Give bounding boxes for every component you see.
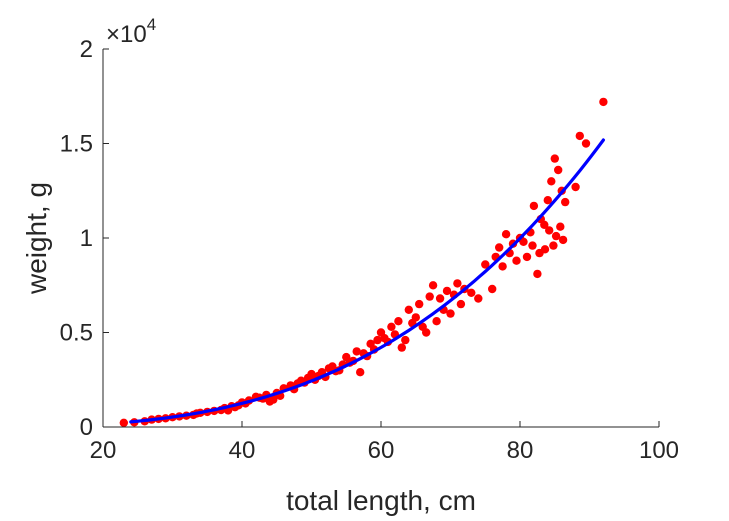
data-point [352, 347, 361, 356]
data-point [446, 309, 455, 318]
data-point [498, 262, 507, 271]
x-tick-label: 80 [507, 437, 534, 464]
data-point [435, 294, 445, 303]
plot-area [119, 97, 608, 427]
y-exponent-base: ×10 [106, 21, 147, 48]
data-point [442, 286, 452, 296]
data-point [528, 241, 537, 250]
data-point [550, 154, 559, 163]
x-tick-label: 20 [90, 437, 117, 464]
x-axis-ticks: 20 40 60 80 100 [90, 421, 679, 464]
fit-series [129, 138, 605, 424]
y-tick-label: 1 [80, 225, 93, 252]
y-tick-label: 0.5 [60, 320, 93, 347]
data-point [397, 343, 406, 352]
data-point [599, 97, 608, 107]
data-point [356, 368, 365, 377]
data-point [575, 131, 584, 141]
data-point [422, 328, 431, 337]
data-point [467, 288, 476, 297]
scatter-series [119, 97, 608, 427]
data-point [556, 222, 565, 231]
x-tick-label: 60 [368, 437, 395, 464]
data-point [425, 292, 434, 301]
y-exponent-label: ×104 [106, 15, 156, 48]
data-point [401, 335, 410, 345]
y-tick-label: 2 [80, 36, 93, 63]
data-point [394, 317, 403, 326]
data-point [547, 177, 556, 186]
data-point [404, 305, 413, 314]
data-point [533, 269, 542, 279]
x-tick-label: 40 [229, 437, 256, 464]
data-point [428, 281, 438, 290]
data-point [432, 317, 441, 326]
data-point [501, 230, 511, 239]
data-point [495, 243, 504, 252]
data-point [543, 196, 552, 205]
data-point [481, 260, 490, 269]
y-exponent-power: 4 [147, 15, 156, 34]
data-point [540, 220, 549, 229]
data-point [512, 256, 521, 265]
data-point [387, 322, 396, 331]
data-point [551, 231, 561, 241]
data-point [456, 299, 466, 309]
data-point [453, 279, 462, 288]
data-point [373, 335, 382, 345]
data-point [529, 201, 539, 211]
data-point [535, 248, 544, 258]
data-point [519, 237, 528, 246]
x-axis-title: total length, cm [286, 485, 476, 516]
data-point [545, 226, 554, 235]
y-tick-label: 0 [80, 414, 93, 441]
data-point [522, 252, 532, 262]
data-point [549, 241, 558, 250]
data-point [415, 299, 424, 309]
data-point [561, 197, 570, 207]
y-axis-title: weight, g [21, 182, 52, 295]
data-point [411, 313, 420, 322]
data-point [558, 235, 568, 245]
fit-curve [129, 138, 605, 424]
data-point [581, 139, 591, 148]
data-point [119, 418, 128, 427]
x-tick-label: 100 [639, 437, 679, 464]
data-point [571, 182, 580, 192]
data-point [269, 395, 278, 404]
data-point [554, 165, 563, 175]
y-tick-label: 1.5 [60, 131, 93, 158]
data-point [488, 284, 497, 294]
data-point [474, 294, 483, 303]
y-axis-ticks: 0 0.5 1 1.5 2 [60, 36, 109, 441]
